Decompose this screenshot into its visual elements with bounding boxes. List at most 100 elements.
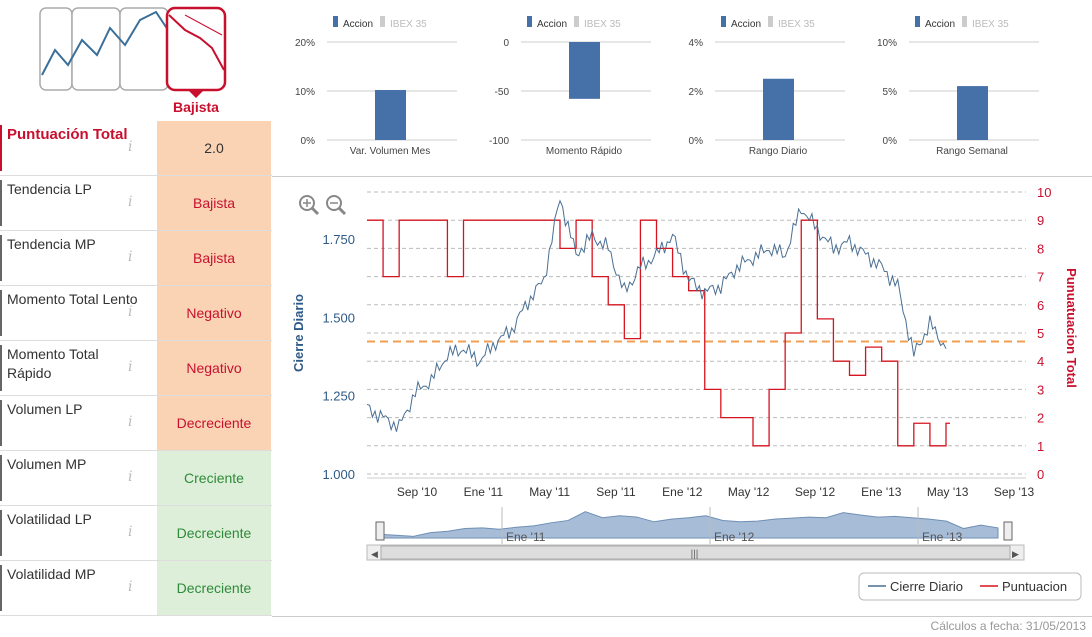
indicator-value: Bajista [157,231,271,285]
legend-price[interactable]: Cierre Diario [890,579,963,594]
indicator-row: Volatilidad MP i Decreciente [0,561,272,616]
legend-ibex[interactable]: IBEX 35 [390,19,427,30]
x-tick-label: Sep '13 [994,485,1035,499]
navigator-tick-label: Ene '11 [506,530,546,544]
indicator-row: Puntuación Total i 2.0 [0,121,272,176]
bar-tick-label: 20% [295,38,315,49]
right-tick-label: 8 [1037,241,1044,256]
indicator-row: Volumen MP i Creciente [0,451,272,506]
indicator-row: Tendencia LP i Bajista [0,176,272,231]
indicator-label: Momento Total Lento [0,290,140,336]
bar[interactable] [569,42,600,99]
bajista-pointer-icon [188,90,204,98]
legend-ibex[interactable]: IBEX 35 [972,19,1009,30]
scrollbar-grip-icon: ||| [691,549,699,560]
info-icon[interactable]: i [128,194,133,210]
info-icon[interactable]: i [128,414,133,430]
legend-accion-swatch [915,16,920,27]
bar-tick-label: 2% [689,87,704,98]
info-icon[interactable]: i [128,139,133,155]
divider-bottom [272,616,1092,617]
legend-ibex-swatch [768,16,773,27]
bar-chart: Accion IBEX 35 10% 5% 0% Rango Semanal [877,16,1039,157]
zoom-in-icon[interactable] [299,195,320,216]
right-tick-label: 4 [1037,354,1044,369]
info-icon[interactable]: i [128,359,133,375]
score-series-line[interactable] [367,219,950,447]
info-icon[interactable]: i [128,469,133,485]
scroll-left-icon[interactable]: ◀ [371,549,378,559]
right-tick-label: 9 [1037,213,1044,228]
info-icon[interactable]: i [128,249,133,265]
indicator-rows: Puntuación Total i 2.0 Tendencia LP i Bajista… [0,121,272,616]
navigator-handle-right[interactable] [1003,521,1013,541]
bar-tick-label: 10% [877,38,897,49]
legend-accion[interactable]: Accion [343,19,373,30]
right-tick-label: 5 [1037,326,1044,341]
bar-charts-row: Accion IBEX 35 20% 10% 0% Var. Volumen Mes Acc… [285,0,1085,170]
x-tick-label: May '13 [927,485,969,499]
indicator-label: Volumen LP [0,400,140,446]
legend-score[interactable]: Puntuacion [1002,579,1067,594]
right-tick-label: 7 [1037,270,1044,285]
left-tick-label: 1.250 [322,389,355,404]
indicator-value: Creciente [157,451,271,505]
right-tick-label: 3 [1037,382,1044,397]
indicator-label: Volumen MP [0,455,140,501]
main-chart: 10 9 8 7 6 5 4 3 2 1 0 1.750 1.500 1.250 1.000 Cierre D… [285,178,1085,618]
info-icon[interactable]: i [128,524,133,540]
main-legend: Cierre Diario Puntuacion [858,572,1082,601]
navigator-tick-label: Ene '13 [922,530,963,544]
right-tick-label: 6 [1037,298,1044,313]
indicator-label: Tendencia MP [0,235,140,281]
bar-tick-label: -50 [495,87,510,98]
price-series-line[interactable] [366,199,947,432]
navigator[interactable]: Ene '11 Ene '12 Ene '13 [375,507,1013,544]
indicator-value: Decreciente [157,396,271,450]
indicator-row: Volatilidad LP i Decreciente [0,506,272,561]
scrollbar-thumb[interactable] [380,545,1011,560]
x-tick-label: Sep '12 [795,485,836,499]
trend-icon-frame-2 [71,7,121,91]
legend-accion[interactable]: Accion [925,19,955,30]
bar-tick-label: 0% [883,136,898,147]
x-tick-label: May '12 [728,485,770,499]
info-icon[interactable]: i [128,579,133,595]
scroll-right-icon[interactable]: ▶ [1012,549,1019,559]
divider-top [272,176,1092,177]
zoom-out-icon[interactable] [326,195,347,216]
bar-tick-label: 10% [295,87,315,98]
navigator-handle-left[interactable] [375,521,385,541]
left-tick-label: 1.750 [322,232,355,247]
left-axis-title: Cierre Diario [291,294,306,372]
right-tick-label: 10 [1037,185,1051,200]
indicator-value: Bajista [157,176,271,230]
legend-accion[interactable]: Accion [731,19,761,30]
bar-chart: Accion IBEX 35 0 -50 -100 Momento Rápido [489,16,651,157]
legend-ibex-swatch [380,16,385,27]
indicator-value: Negativo [157,341,271,395]
indicator-label: Volatilidad MP [0,565,140,611]
legend-ibex-swatch [574,16,579,27]
bar-tick-label: 5% [883,87,898,98]
indicator-row: Volumen LP i Decreciente [0,396,272,451]
right-tick-label: 0 [1037,467,1044,482]
indicator-value: Negativo [157,286,271,340]
bar-tick-label: -100 [489,136,509,147]
legend-accion[interactable]: Accion [537,19,567,30]
bar-chart-title: Momento Rápido [546,146,623,157]
x-tick-label: Sep '10 [397,485,438,499]
info-icon[interactable]: i [128,304,133,320]
bar-chart: Accion IBEX 35 4% 2% 0% Rango Diario [689,16,845,157]
legend-ibex[interactable]: IBEX 35 [584,19,621,30]
bar-tick-label: 0% [301,136,316,147]
bar-tick-label: 4% [689,38,704,49]
bar[interactable] [375,90,406,140]
legend-ibex[interactable]: IBEX 35 [778,19,815,30]
bar-tick-label: 0 [503,38,509,49]
bar[interactable] [957,86,988,140]
indicator-value: 2.0 [157,121,271,175]
bar[interactable] [763,78,794,140]
legend-box [858,572,1082,601]
indicator-label: Momento Total Rápido [0,345,140,391]
